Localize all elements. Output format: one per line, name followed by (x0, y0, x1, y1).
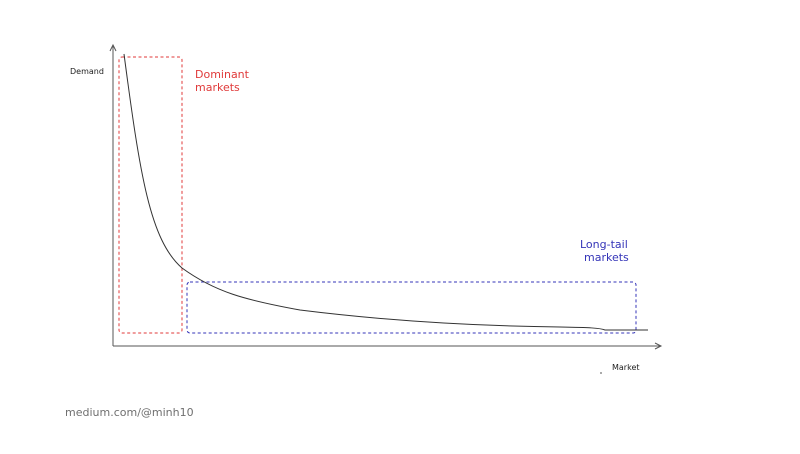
long-tail-markets-label-line1: Long-tail (580, 238, 628, 251)
long-tail-markets-box (186, 281, 637, 334)
footer-credit: medium.com/@minh10 (65, 406, 194, 419)
y-axis-label: Demand (70, 67, 104, 76)
x-axis-label: Market (612, 363, 640, 372)
y-axis-arrow (109, 43, 117, 52)
dominant-markets-label-line2: markets (195, 81, 240, 94)
x-axis-arrow (654, 342, 663, 350)
dominant-markets-label-line1: Dominant (195, 68, 249, 81)
long-tail-markets-label-line2: markets (584, 251, 629, 264)
demand-curve (123, 53, 648, 331)
dominant-markets-box (118, 56, 183, 334)
